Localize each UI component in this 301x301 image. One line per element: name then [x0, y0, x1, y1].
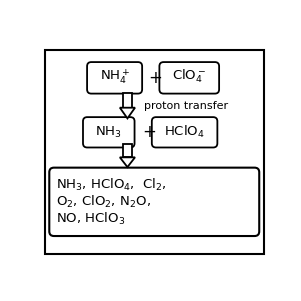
Text: NH$_4^+$: NH$_4^+$ [100, 67, 130, 86]
Text: NH$_3$, HClO$_4$,  Cl$_2$,: NH$_3$, HClO$_4$, Cl$_2$, [56, 176, 166, 193]
Polygon shape [120, 108, 135, 118]
Polygon shape [123, 144, 132, 157]
Polygon shape [123, 93, 132, 108]
Text: ClO$_4^-$: ClO$_4^-$ [172, 68, 206, 85]
Text: NO, HClO$_3$: NO, HClO$_3$ [56, 211, 125, 227]
Text: O$_2$, ClO$_2$, N$_2$O,: O$_2$, ClO$_2$, N$_2$O, [56, 194, 150, 210]
FancyBboxPatch shape [160, 62, 219, 94]
FancyBboxPatch shape [45, 50, 264, 254]
FancyBboxPatch shape [49, 168, 259, 236]
Text: HClO$_4$: HClO$_4$ [164, 124, 205, 140]
Polygon shape [120, 157, 135, 167]
FancyBboxPatch shape [87, 62, 142, 94]
Text: +: + [148, 69, 162, 87]
FancyBboxPatch shape [152, 117, 217, 147]
Text: proton transfer: proton transfer [144, 101, 228, 111]
Text: NH$_3$: NH$_3$ [95, 125, 122, 140]
FancyBboxPatch shape [83, 117, 135, 147]
Text: +: + [143, 123, 157, 141]
